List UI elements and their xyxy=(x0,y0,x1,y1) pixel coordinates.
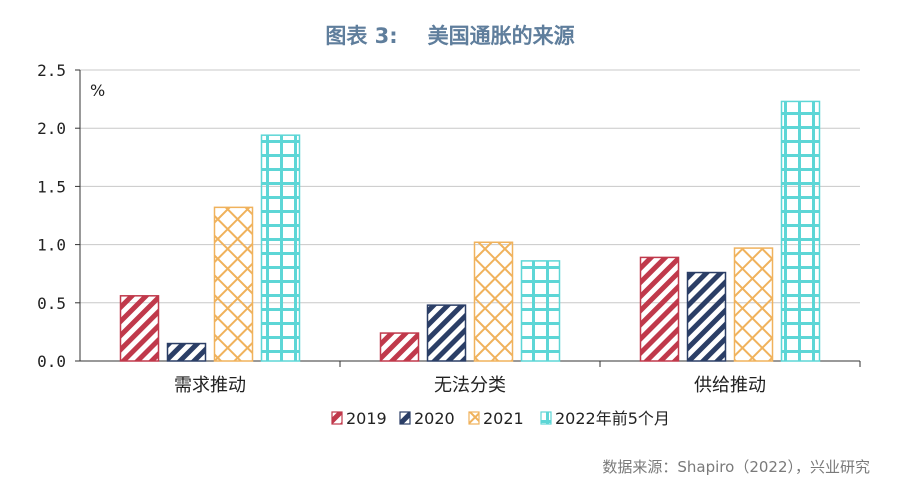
legend-swatch-2020 xyxy=(399,411,411,425)
bar-2020-需求推动 xyxy=(166,342,207,362)
bar-2021-供给推动 xyxy=(733,247,774,362)
y-tick-label: 2.0 xyxy=(37,119,66,138)
unit-label: % xyxy=(90,81,105,100)
legend: 2019 2020 2021 2022年前5个月 xyxy=(331,409,670,428)
legend-label-2022年前5个月: 2022年前5个月 xyxy=(555,409,670,428)
bar-2020-供给推动 xyxy=(686,271,727,362)
y-tick-label: 0.5 xyxy=(37,294,66,313)
category-label: 供给推动 xyxy=(694,375,766,396)
bar-2022年前5个月-供给推动 xyxy=(780,100,821,362)
legend-label-2020: 2020 xyxy=(414,409,455,428)
legend-swatch-2022年前5个月 xyxy=(540,411,552,425)
y-tick-label: 0.0 xyxy=(37,352,66,371)
legend-swatch-2019 xyxy=(331,411,343,425)
axes xyxy=(75,69,861,367)
bar-2022年前5个月-无法分类 xyxy=(520,260,561,362)
bar-2019-需求推动 xyxy=(119,295,160,362)
chart-title: 图表 3: 美国通胀的来源 xyxy=(0,20,900,50)
legend-label-2021: 2021 xyxy=(483,409,524,428)
bar-2021-需求推动 xyxy=(213,206,254,362)
chart-title-text: 美国通胀的来源 xyxy=(427,24,575,48)
bar-2020-无法分类 xyxy=(426,304,467,362)
source-note: 数据来源：Shapiro（2022），兴业研究 xyxy=(602,458,870,476)
bar-2019-供给推动 xyxy=(639,256,680,362)
legend-label-2019: 2019 xyxy=(346,409,387,428)
category-label: 需求推动 xyxy=(174,375,246,396)
bar-2019-无法分类 xyxy=(379,332,420,362)
legend-swatch-2021 xyxy=(468,411,480,425)
y-tick-label: 1.5 xyxy=(37,177,66,196)
tick-labels: 0.0 0.5 1.0 1.5 2.0 2.5% 需求推动 无法分类 供给推动 xyxy=(37,61,766,396)
category-label: 无法分类 xyxy=(434,375,506,396)
chart-title-label: 图表 3: xyxy=(325,24,398,48)
y-tick-label: 2.5 xyxy=(37,61,66,80)
y-tick-label: 1.0 xyxy=(37,236,66,255)
bar-2022年前5个月-需求推动 xyxy=(260,134,301,362)
grid-lines xyxy=(80,69,860,304)
bars xyxy=(119,100,821,362)
bar-2021-无法分类 xyxy=(473,241,514,362)
